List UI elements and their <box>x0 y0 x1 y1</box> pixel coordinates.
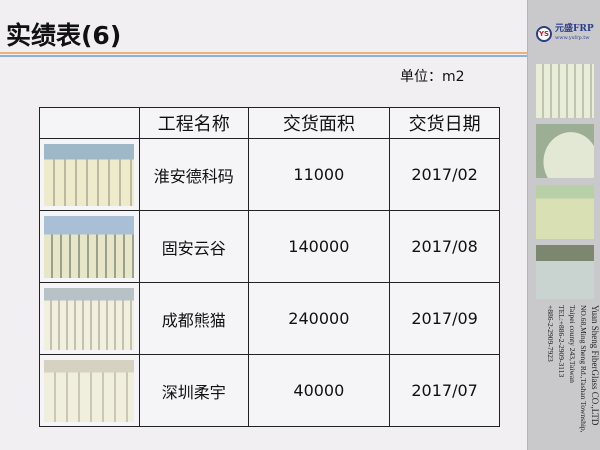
header-photo <box>39 107 140 139</box>
delivery-area: 40000 <box>247 354 391 427</box>
performance-table: 工程名称 交货面积 交货日期 淮安德科码 11000 2017/02 固安云谷 … <box>39 107 500 427</box>
project-photo <box>44 359 135 422</box>
company-name: Yuan Sheng FiberGlass CO.,LTD <box>590 305 600 426</box>
fax: +886-2-2909-7923 <box>546 305 555 362</box>
sidebar-photo <box>536 124 594 178</box>
divider-orange <box>0 52 527 54</box>
project-photo <box>44 215 135 278</box>
delivery-area: 11000 <box>247 138 391 211</box>
slide-title: 实绩表(6) <box>6 21 122 50</box>
sidebar-photo <box>536 245 594 299</box>
sidebar: YS 元盛FRP www.ysfrp.tw Yuan Sheng FiberGla… <box>527 0 600 450</box>
table-row: 固安云谷 140000 2017/08 <box>39 210 500 283</box>
delivery-date: 2017/02 <box>389 138 500 211</box>
delivery-date: 2017/08 <box>389 210 500 283</box>
divider-blue <box>0 55 527 57</box>
delivery-date: 2017/09 <box>389 282 500 355</box>
header-delivery-area: 交货面积 <box>247 107 391 139</box>
table-row: 成都熊猫 240000 2017/09 <box>39 282 500 355</box>
header-delivery-date: 交货日期 <box>389 107 500 139</box>
delivery-area: 140000 <box>247 210 391 283</box>
logo-name: 元盛FRP <box>555 24 594 34</box>
delivery-date: 2017/07 <box>389 354 500 427</box>
sidebar-photo <box>536 64 594 118</box>
table-row: 淮安德科码 11000 2017/02 <box>39 138 500 211</box>
project-photo <box>44 143 135 206</box>
company-logo: YS 元盛FRP www.ysfrp.tw <box>536 24 598 44</box>
project-name: 深圳柔宇 <box>138 354 249 427</box>
project-name: 成都熊猫 <box>138 282 249 355</box>
telephone: TEL:+886-2-2909-3113 <box>557 305 566 378</box>
project-photo <box>44 287 135 350</box>
unit-label: 单位：m2 <box>400 69 465 85</box>
company-address: Yuan Sheng FiberGlass CO.,LTD NO.68,Ming… <box>540 305 600 445</box>
header-project-name: 工程名称 <box>138 107 249 139</box>
delivery-area: 240000 <box>247 282 391 355</box>
address-line-2: Taipei county 243,Taiwan <box>568 305 577 383</box>
project-name: 固安云谷 <box>138 210 249 283</box>
table-header-row: 工程名称 交货面积 交货日期 <box>39 107 500 139</box>
table-row: 深圳柔宇 40000 2017/07 <box>39 354 500 427</box>
project-name: 淮安德科码 <box>138 138 249 211</box>
address-line-1: NO.68,Ming Sheng Rd.,Tashan Township, <box>579 305 588 433</box>
logo-url: www.ysfrp.tw <box>555 35 590 41</box>
sidebar-photo <box>536 185 594 239</box>
logo-mark-icon: YS <box>536 26 552 42</box>
